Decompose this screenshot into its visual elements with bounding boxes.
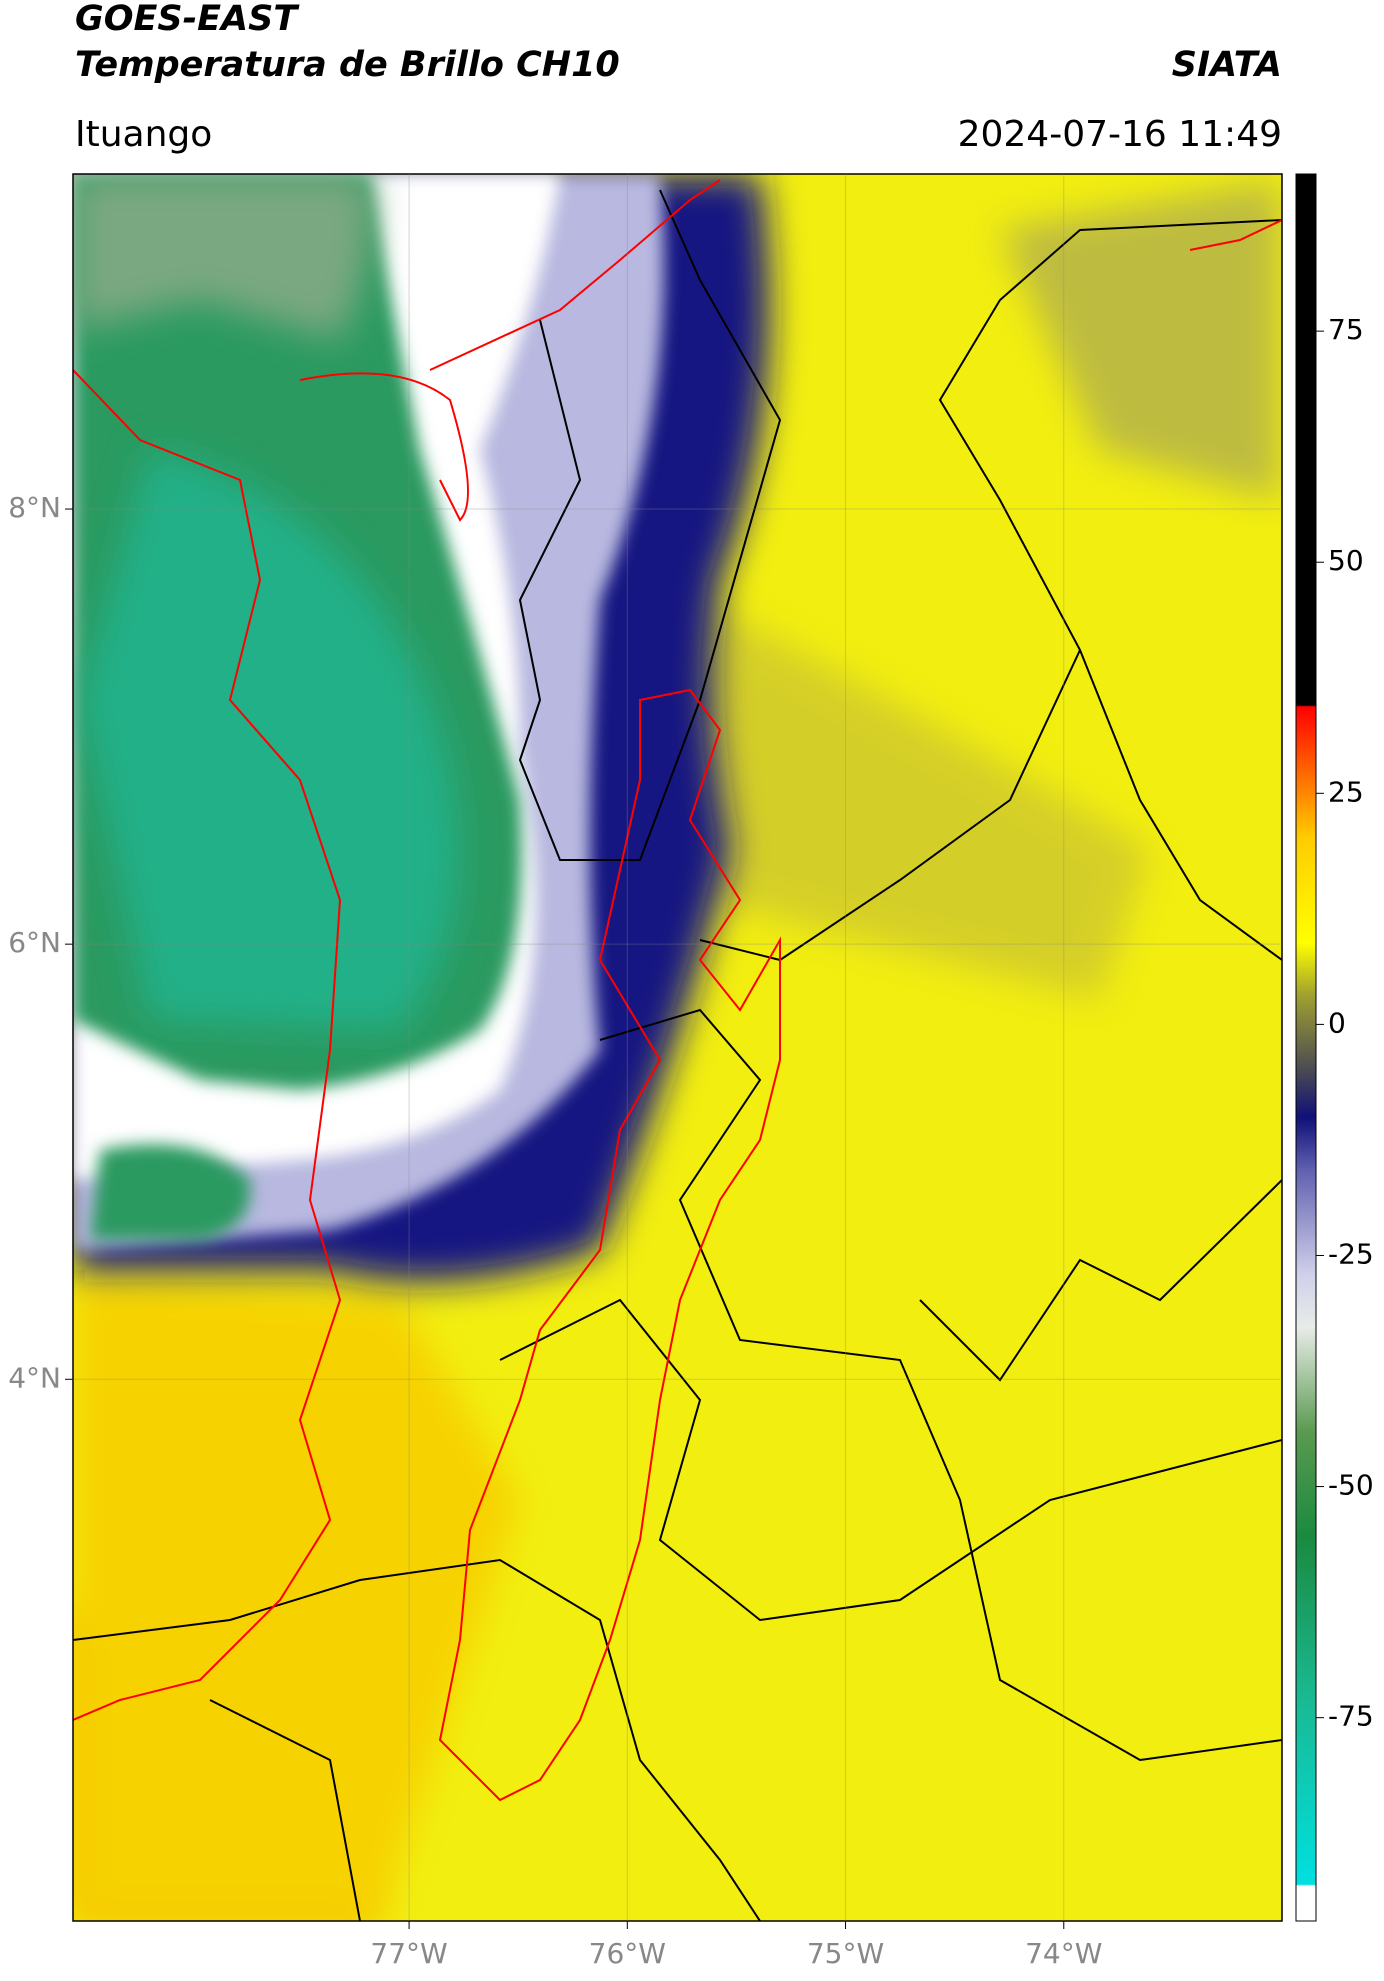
brand: SIATA [1172, 45, 1282, 85]
y-tick-label: 8°N [8, 491, 61, 524]
x-tick-label: 74°W [1025, 1937, 1102, 1970]
title: GOES-EAST [75, 0, 300, 39]
y-tick-label: 6°N [8, 926, 61, 959]
colorbar-tick-label: 75 [1328, 313, 1364, 346]
x-tick-label: 77°W [370, 1937, 447, 1970]
map-frame [72, 173, 1283, 1922]
colorbar-tick-label: -75 [1328, 1700, 1374, 1733]
location: Ituango [75, 114, 212, 155]
colorbar-tick-label: -25 [1328, 1237, 1374, 1270]
x-tick-label: 76°W [589, 1937, 666, 1970]
colorbar-tick-label: -50 [1328, 1469, 1374, 1502]
timestamp: 2024-07-16 11:49 [958, 114, 1282, 155]
colorbar-tick-label: 25 [1328, 775, 1364, 808]
satellite-image [73, 174, 1282, 1921]
x-tick-label: 75°W [807, 1937, 884, 1970]
colorbar-tick-label: 50 [1328, 544, 1364, 577]
y-tick-label: 4°N [8, 1361, 61, 1394]
colorbar [1295, 173, 1317, 1922]
subtitle: Temperatura de Brillo CH10 [75, 45, 620, 85]
colorbar-tick-label: 0 [1328, 1006, 1346, 1039]
